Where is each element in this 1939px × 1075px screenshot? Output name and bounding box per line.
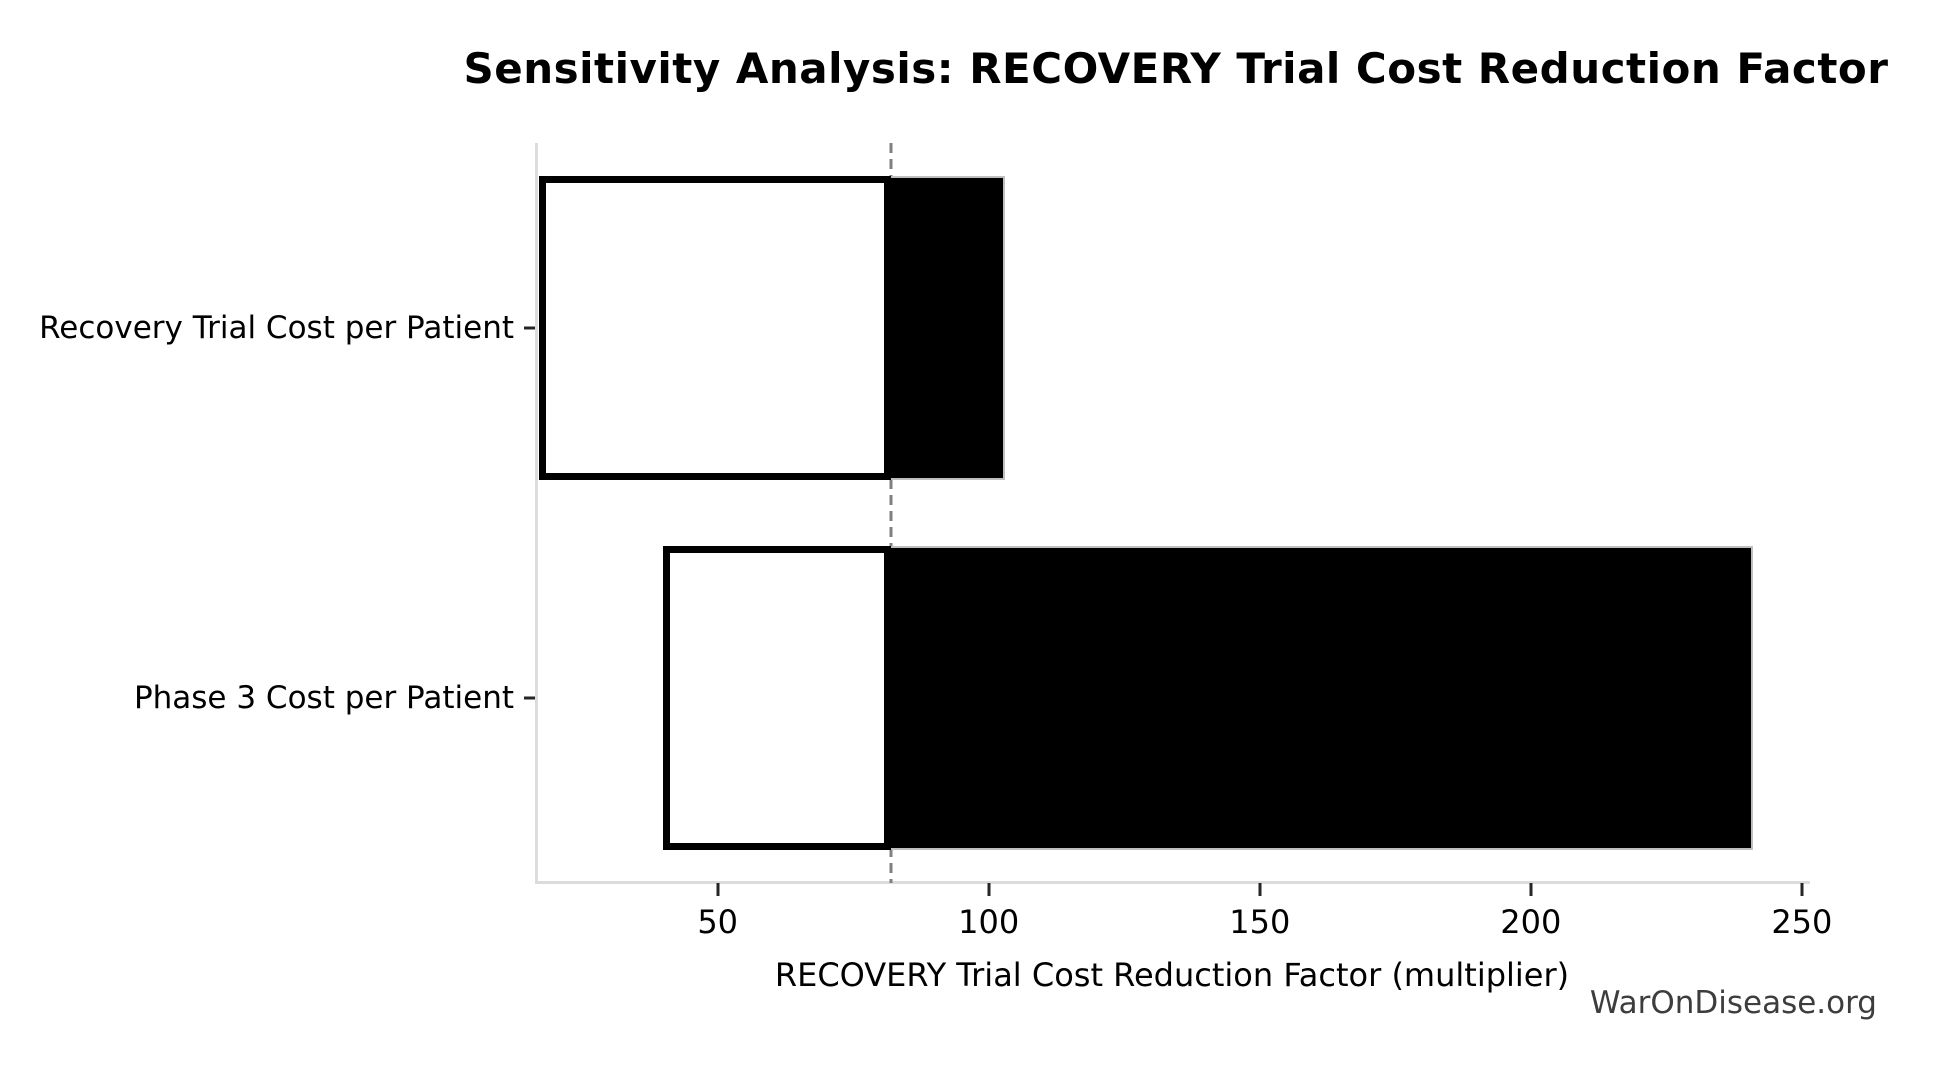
y-tick-mark xyxy=(524,696,535,700)
bar-high-segment xyxy=(891,176,1005,480)
x-tick-label: 100 xyxy=(958,903,1020,941)
chart-title: Sensitivity Analysis: RECOVERY Trial Cos… xyxy=(463,44,1889,93)
x-tick-label: 150 xyxy=(1229,903,1291,941)
plot-area: 50 100 150 200 250 xyxy=(524,143,1832,941)
baseline-dashed-line xyxy=(889,143,893,883)
x-tick-label: 50 xyxy=(697,903,739,941)
bar-low-segment xyxy=(663,546,892,850)
y-tick-mark xyxy=(524,326,535,330)
y-axis-category-label: Phase 3 Cost per Patient xyxy=(133,680,514,716)
x-tick-mark xyxy=(1258,883,1262,896)
tornado-bar-row xyxy=(535,176,1810,480)
x-tick-mark xyxy=(987,883,991,896)
x-tick-label: 250 xyxy=(1771,903,1833,941)
tornado-bar-row xyxy=(535,546,1810,850)
x-tick-label: 200 xyxy=(1500,903,1562,941)
x-tick-mark xyxy=(716,883,720,896)
y-axis-spine xyxy=(535,143,538,883)
watermark-text: WarOnDisease.org xyxy=(1589,985,1877,1021)
bar-high-segment xyxy=(891,546,1754,850)
x-tick-mark xyxy=(1529,883,1533,896)
x-tick-mark xyxy=(1800,883,1804,896)
y-axis-category-label: Recovery Trial Cost per Patient xyxy=(39,310,514,346)
x-axis-spine xyxy=(535,881,1810,884)
x-axis-label: RECOVERY Trial Cost Reduction Factor (mu… xyxy=(774,956,1570,994)
bar-low-segment xyxy=(538,176,892,480)
